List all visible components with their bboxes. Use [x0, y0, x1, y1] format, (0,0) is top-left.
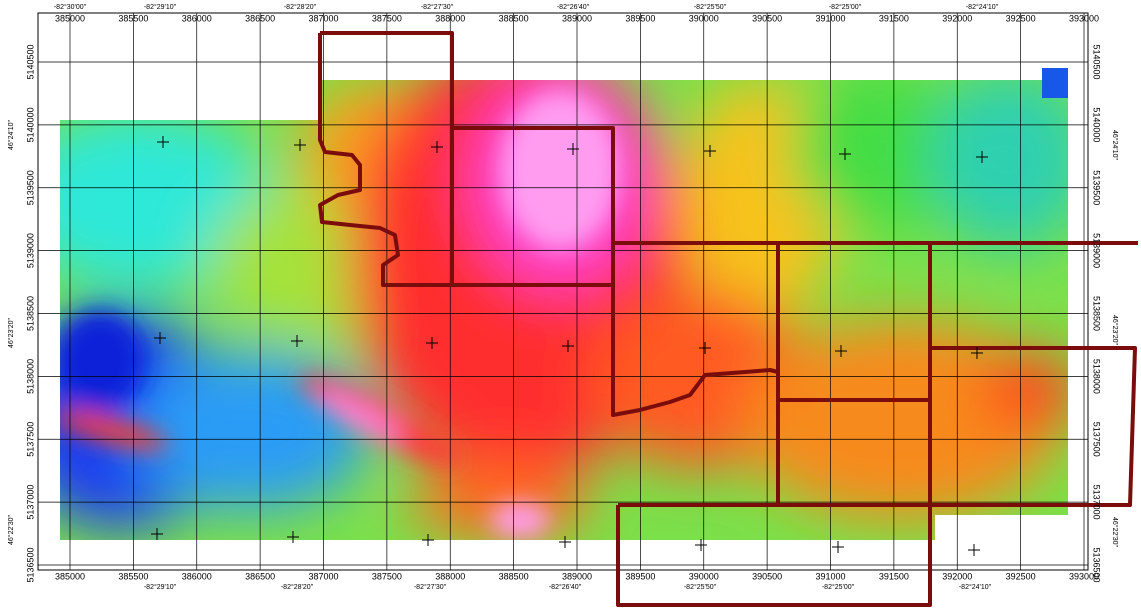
grid-cross: [832, 541, 844, 553]
longitude-label: -82°28'20": [281, 583, 314, 591]
longitude-label: -82°25'00": [822, 583, 855, 591]
easting-label: 386000: [182, 571, 212, 581]
longitude-label: -82°28'20": [284, 3, 317, 11]
easting-label: 388000: [435, 571, 465, 581]
latitude-label: 46°22'30": [7, 514, 15, 544]
northing-label: 5136500: [1092, 547, 1102, 582]
longitude-label: -82°24'10": [959, 583, 992, 591]
easting-label: 387500: [372, 571, 402, 581]
northing-label: 5136500: [25, 547, 35, 582]
easting-label: 391000: [815, 13, 845, 23]
northing-label: 5137500: [25, 422, 35, 457]
northing-label: 5138500: [25, 296, 35, 331]
easting-label: 385500: [118, 571, 148, 581]
grid-cross: [695, 539, 707, 551]
easting-label: 390000: [689, 13, 719, 23]
latitude-label: 46°24'10": [7, 119, 15, 149]
easting-label: 388500: [499, 571, 529, 581]
easting-label: 387000: [308, 571, 338, 581]
easting-label: 387000: [308, 13, 338, 23]
easting-label: 385000: [55, 13, 85, 23]
longitude-label: -82°25'50": [694, 3, 727, 11]
easting-label: 391500: [879, 571, 909, 581]
northing-label: 5139000: [1092, 233, 1102, 268]
easting-label: 390000: [689, 571, 719, 581]
northing-label: 5138500: [1092, 296, 1102, 331]
northing-label: 5140000: [25, 107, 35, 142]
northing-label: 5140500: [1092, 44, 1102, 79]
easting-label: 391000: [815, 571, 845, 581]
easting-label: 392500: [1006, 571, 1036, 581]
northing-label: 5137500: [1092, 422, 1102, 457]
northing-label: 5138000: [1092, 359, 1102, 394]
northing-label: 5139500: [25, 170, 35, 205]
easting-label: 385500: [118, 13, 148, 23]
easting-label: 386500: [245, 13, 275, 23]
longitude-label: -82°25'00": [829, 3, 862, 11]
longitude-label: -82°27'30": [421, 3, 454, 11]
northing-label: 5138000: [25, 359, 35, 394]
longitude-label: -82°25'50": [684, 583, 717, 591]
longitude-label: -82°24'10": [966, 3, 999, 11]
easting-label: 392000: [942, 571, 972, 581]
longitude-label: -82°26'40": [549, 583, 582, 591]
easting-label: 388500: [499, 13, 529, 23]
longitude-label: -82°26'40": [557, 3, 590, 11]
latitude-label: 46°23'20": [7, 317, 15, 347]
map: 385000 385000 385500 385500 386000 386000 3865…: [0, 0, 1141, 609]
easting-label: 389000: [562, 13, 592, 23]
easting-label: 390500: [752, 13, 782, 23]
northing-label: 5139000: [25, 233, 35, 268]
latitude-label: 46°23'20": [1111, 315, 1119, 345]
northing-label: 5137000: [1092, 485, 1102, 520]
longitude-label: -82°30'00": [54, 3, 87, 11]
easting-label: 389500: [625, 13, 655, 23]
easting-label: 389500: [625, 571, 655, 581]
northing-label: 5137000: [25, 485, 35, 520]
longitude-label: -82°27'30": [414, 583, 447, 591]
latitude-label: 46°24'10": [1111, 130, 1119, 160]
northing-label: 5140000: [1092, 107, 1102, 142]
easting-label: 391500: [879, 13, 909, 23]
easting-label: 387500: [372, 13, 402, 23]
easting-label: 392500: [1006, 13, 1036, 23]
longitude-label: -82°29'10": [144, 3, 177, 11]
easting-label: 392000: [942, 13, 972, 23]
easting-label: 393000: [1069, 13, 1099, 23]
grid-cross: [968, 544, 980, 556]
easting-label: 385000: [55, 571, 85, 581]
easting-label: 388000: [435, 13, 465, 23]
easting-label: 386500: [245, 571, 275, 581]
easting-label: 389000: [562, 571, 592, 581]
latitude-label: 46°22'30": [1111, 517, 1119, 547]
northing-label: 5139500: [1092, 170, 1102, 205]
northing-label: 5140500: [25, 44, 35, 79]
easting-label: 390500: [752, 571, 782, 581]
longitude-label: -82°29'10": [144, 583, 177, 591]
easting-label: 386000: [182, 13, 212, 23]
